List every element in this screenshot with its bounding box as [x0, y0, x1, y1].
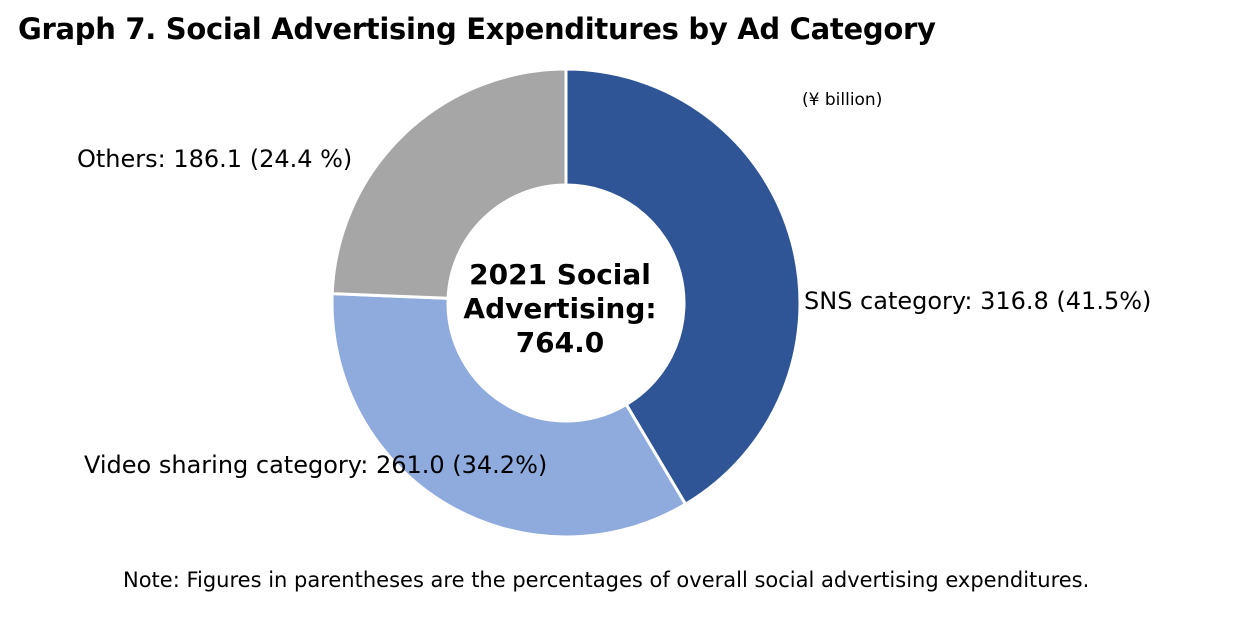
donut-slice-video	[330, 292, 688, 539]
center-total-label: 2021 Social Advertising: 764.0	[440, 258, 680, 360]
donut-slice-others	[330, 67, 568, 300]
donut-slices	[330, 67, 802, 539]
slice-label-others: Others: 186.1 (24.4 %)	[77, 145, 353, 173]
center-label-line2: Advertising:	[463, 292, 657, 325]
center-label-total: 764.0	[515, 326, 605, 359]
center-label-line1: 2021 Social	[469, 258, 651, 291]
slice-label-video: Video sharing category: 261.0 (34.2%)	[84, 451, 548, 479]
unit-label: (¥ billion)	[802, 90, 883, 110]
donut-slice-sns	[564, 67, 802, 507]
footnote: Note: Figures in parentheses are the per…	[123, 568, 1090, 592]
slice-label-sns: SNS category: 316.8 (41.5%)	[804, 287, 1152, 315]
chart-title: Graph 7. Social Advertising Expenditures…	[18, 12, 936, 46]
